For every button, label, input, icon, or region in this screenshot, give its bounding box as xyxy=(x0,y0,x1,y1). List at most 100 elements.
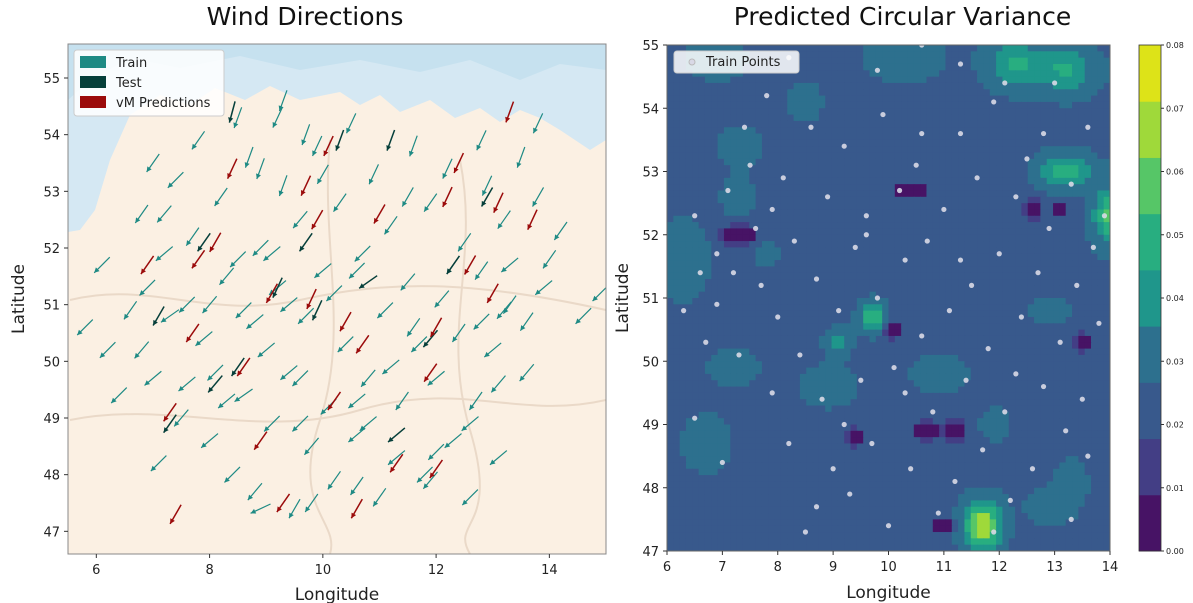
contour-cell xyxy=(711,437,719,445)
contour-cell xyxy=(812,114,820,122)
contour-cell xyxy=(667,158,674,166)
contour-cell xyxy=(755,354,763,362)
contour-cell xyxy=(1046,392,1054,400)
contour-cell xyxy=(837,70,845,78)
contour-cell xyxy=(1059,354,1067,362)
contour-cell xyxy=(983,373,991,381)
contour-cell xyxy=(761,196,769,204)
contour-cell xyxy=(951,298,959,305)
wind-arrow-head xyxy=(252,250,259,256)
contour-cell xyxy=(717,392,725,400)
contour-cell xyxy=(977,354,985,362)
contour-cell xyxy=(964,127,972,135)
contour-cell xyxy=(1072,177,1079,185)
contour-cell xyxy=(901,291,909,299)
contour-cell xyxy=(920,272,928,280)
contour-cell xyxy=(920,298,928,305)
contour-cell xyxy=(717,335,725,343)
contour-cell xyxy=(958,203,966,211)
contour-cell xyxy=(920,285,928,293)
contour-cell xyxy=(749,392,757,400)
contour-cell xyxy=(679,449,687,457)
contour-cell xyxy=(964,298,972,305)
contour-cell xyxy=(989,373,997,381)
contour-cell xyxy=(818,196,826,204)
contour-cell xyxy=(1040,70,1048,78)
contour-cell xyxy=(761,266,769,274)
contour-cell xyxy=(1091,279,1098,286)
contour-cell xyxy=(856,139,864,147)
contour-cell xyxy=(1091,373,1098,381)
contour-cell xyxy=(1091,228,1098,236)
contour-cell xyxy=(1046,316,1054,324)
contour-cell xyxy=(1084,127,1092,135)
contour-cell xyxy=(812,285,820,293)
contour-cell xyxy=(1046,127,1054,135)
contour-cell xyxy=(673,177,681,185)
contour-cell xyxy=(1027,430,1035,438)
contour-cell xyxy=(996,291,1004,299)
contour-cell xyxy=(755,291,763,299)
contour-cell xyxy=(1053,158,1060,166)
contour-cell xyxy=(869,367,877,375)
wind-arrow-head xyxy=(402,200,408,207)
contour-cell xyxy=(692,310,700,318)
contour-cell xyxy=(996,45,1004,52)
contour-cell xyxy=(1059,310,1067,318)
contour-cell xyxy=(692,260,700,267)
contour-cell xyxy=(1053,146,1060,154)
contour-cell xyxy=(894,45,902,52)
contour-cell xyxy=(673,456,681,464)
contour-cell xyxy=(774,266,782,274)
contour-cell xyxy=(1072,165,1079,173)
contour-cell xyxy=(1021,76,1029,84)
contour-cell xyxy=(685,399,693,407)
contour-cell xyxy=(704,171,712,179)
contour-cell xyxy=(977,190,985,198)
contour-cell xyxy=(692,222,700,230)
contour-cell xyxy=(667,260,674,267)
contour-cell xyxy=(1027,127,1035,135)
contour-cell xyxy=(907,443,915,451)
contour-cell xyxy=(926,411,934,419)
contour-cell xyxy=(869,456,877,464)
contour-cell xyxy=(685,380,693,388)
contour-cell xyxy=(850,108,858,116)
contour-cell xyxy=(761,310,769,318)
contour-cell xyxy=(730,82,738,90)
contour-cell xyxy=(1040,177,1048,185)
contour-cell xyxy=(1040,399,1048,407)
contour-cell xyxy=(667,171,674,179)
contour-cell xyxy=(850,101,858,109)
wind-arrow-head xyxy=(473,324,480,330)
contour-cell xyxy=(945,373,953,381)
contour-cell xyxy=(996,285,1004,293)
contour-cell xyxy=(951,329,959,337)
contour-cell xyxy=(711,215,719,223)
contour-cell xyxy=(869,203,877,211)
contour-cell xyxy=(970,152,978,160)
contour-cell xyxy=(749,260,757,267)
contour-cell xyxy=(996,82,1004,90)
contour-cell xyxy=(679,342,687,350)
contour-cell xyxy=(996,354,1004,362)
contour-cell xyxy=(685,260,693,267)
contour-cell xyxy=(1008,342,1016,350)
contour-cell xyxy=(1053,285,1060,293)
contour-cell xyxy=(667,114,674,122)
contour-cell xyxy=(863,266,871,274)
contour-cell xyxy=(1078,209,1086,217)
contour-cell xyxy=(920,361,928,369)
contour-cell xyxy=(888,76,896,84)
contour-cell xyxy=(761,411,769,419)
contour-cell xyxy=(1008,354,1016,362)
contour-cell xyxy=(692,430,700,438)
contour-cell xyxy=(755,228,763,236)
contour-cell xyxy=(894,399,902,407)
wind-arrow-head xyxy=(228,117,234,123)
contour-cell xyxy=(1097,354,1105,362)
contour-cell xyxy=(1046,260,1054,267)
contour-cell xyxy=(1097,76,1105,84)
contour-cell xyxy=(749,101,757,109)
contour-cell xyxy=(787,335,795,343)
